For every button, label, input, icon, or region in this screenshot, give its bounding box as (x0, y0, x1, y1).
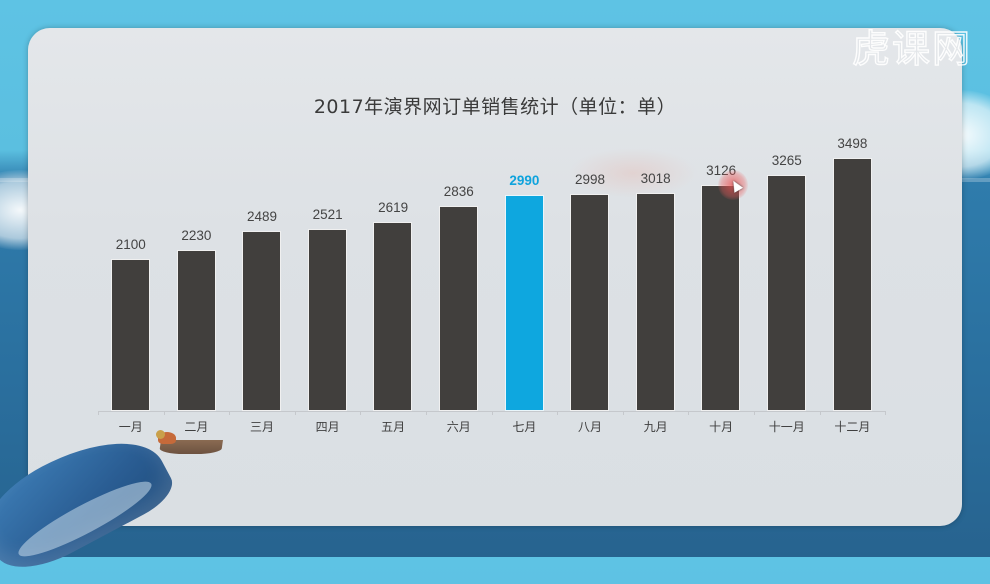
bar-chart: 2100 一月 2230 二月 2489 三月 2521 四月 2619 五月 2836 六月 2990… (98, 0, 887, 557)
x-axis-tick (819, 411, 821, 415)
chart-title: 2017年演界网订单销售统计（单位：单） (313, 96, 677, 118)
cursor-highlight (718, 170, 748, 200)
category-label: 一月 (118, 420, 143, 434)
category-label: 八月 (577, 420, 602, 434)
bar-highlighted[interactable] (504, 195, 544, 411)
data-label: 3265 (771, 153, 802, 168)
category-label: 六月 (446, 420, 471, 434)
x-axis-tick (294, 411, 296, 415)
bar[interactable] (701, 185, 741, 411)
bar-group: 2489 三月 (229, 0, 295, 557)
data-label: 3498 (837, 136, 868, 151)
bar-group: 2998 八月 (557, 0, 623, 557)
brand-logo: 虎课网 (851, 26, 972, 71)
bar[interactable] (767, 175, 806, 411)
x-axis-tick (98, 411, 99, 415)
category-label: 九月 (643, 420, 668, 434)
bar[interactable] (307, 229, 347, 411)
category-label: 十一月 (768, 420, 805, 434)
category-label: 四月 (315, 420, 340, 434)
bar-group: 2100 一月 (98, 0, 164, 557)
data-label: 3018 (640, 171, 671, 186)
data-label: 2521 (312, 207, 343, 222)
data-label: 2619 (378, 200, 409, 215)
x-axis-tick (622, 411, 624, 415)
category-label: 五月 (381, 420, 406, 434)
data-label: 2100 (115, 237, 146, 252)
category-label: 二月 (184, 420, 209, 434)
bar-group: 3265 十一月 (754, 0, 820, 557)
x-axis-tick (688, 411, 690, 415)
bar[interactable] (373, 222, 413, 411)
x-axis-tick (885, 411, 887, 415)
category-label: 十二月 (834, 420, 871, 434)
bar[interactable] (176, 250, 216, 411)
bar-group: 3126 十月 (688, 0, 754, 557)
bar[interactable] (832, 158, 872, 411)
data-label: 2998 (574, 172, 605, 187)
x-axis-tick (754, 411, 755, 415)
bar[interactable] (570, 194, 610, 411)
x-axis-tick (360, 411, 362, 415)
category-label: 十月 (709, 420, 734, 434)
category-label: 三月 (249, 420, 274, 434)
bar-group: 3018 九月 (623, 0, 689, 557)
bar[interactable] (635, 193, 675, 411)
bar-group: 2619 五月 (360, 0, 426, 557)
x-axis-tick (229, 411, 231, 415)
bar-group: 2836 六月 (426, 0, 492, 557)
boy-head-decoration (156, 430, 165, 439)
bar[interactable] (111, 259, 150, 411)
x-axis-tick (491, 411, 493, 415)
bar-group: 2230 二月 (164, 0, 230, 557)
bar-group: 2990 七月 (492, 0, 558, 557)
category-label: 七月 (512, 420, 537, 434)
bar-group: 2521 四月 (295, 0, 361, 557)
data-label: 2230 (181, 228, 212, 243)
data-label: 2990 (509, 173, 540, 188)
bar[interactable] (242, 231, 282, 411)
faded-boat-decoration (568, 148, 698, 198)
bar-group: 3498 十二月 (820, 0, 886, 557)
data-label: 2836 (443, 184, 474, 199)
x-axis-tick (163, 411, 165, 415)
bar[interactable] (439, 206, 478, 411)
data-label: 2489 (246, 209, 277, 224)
x-axis-tick (426, 411, 427, 415)
x-axis-tick (557, 411, 559, 415)
